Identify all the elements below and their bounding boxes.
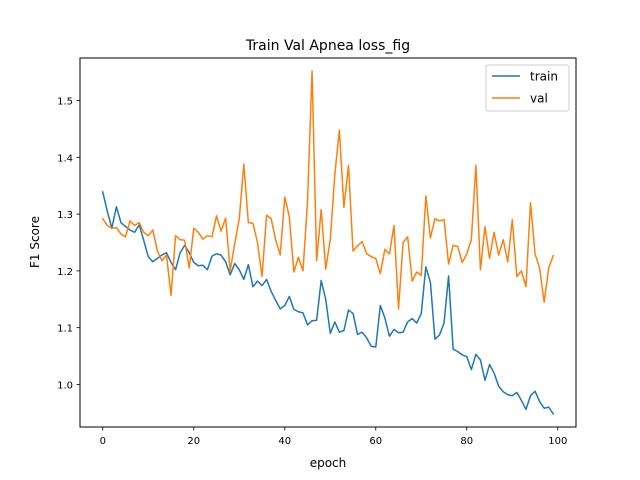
y-tick-label: 1.3 bbox=[57, 210, 73, 221]
series-line-train bbox=[101, 191, 555, 415]
x-tick-label: 0 bbox=[100, 436, 106, 447]
y-tick-label: 1.5 bbox=[57, 97, 73, 108]
x-tick-label: 40 bbox=[278, 436, 291, 447]
x-axis-label: epoch bbox=[310, 456, 347, 470]
x-tick-label: 100 bbox=[548, 436, 567, 447]
series-line-val bbox=[101, 70, 555, 310]
x-tick-label: 60 bbox=[369, 436, 382, 447]
chart-title: Train Val Apnea loss_fig bbox=[245, 38, 410, 54]
y-tick-label: 1.0 bbox=[57, 380, 73, 391]
x-tick-label: 20 bbox=[187, 436, 200, 447]
x-axis-ticks: 0 20 40 60 80 100 bbox=[100, 427, 567, 447]
y-tick-label: 1.4 bbox=[57, 153, 73, 164]
plot-area-frame bbox=[79, 57, 577, 428]
y-axis-label: F1 Score bbox=[28, 216, 42, 268]
legend: train val bbox=[485, 64, 570, 112]
y-axis-ticks: 1.0 1.1 1.2 1.3 1.4 1.5 bbox=[57, 97, 80, 391]
legend-label-train: train bbox=[530, 70, 558, 84]
y-tick-label: 1.2 bbox=[57, 267, 73, 278]
x-tick-label: 80 bbox=[460, 436, 473, 447]
y-tick-label: 1.1 bbox=[57, 324, 73, 335]
legend-label-val: val bbox=[530, 92, 548, 106]
series-lines bbox=[101, 70, 555, 415]
